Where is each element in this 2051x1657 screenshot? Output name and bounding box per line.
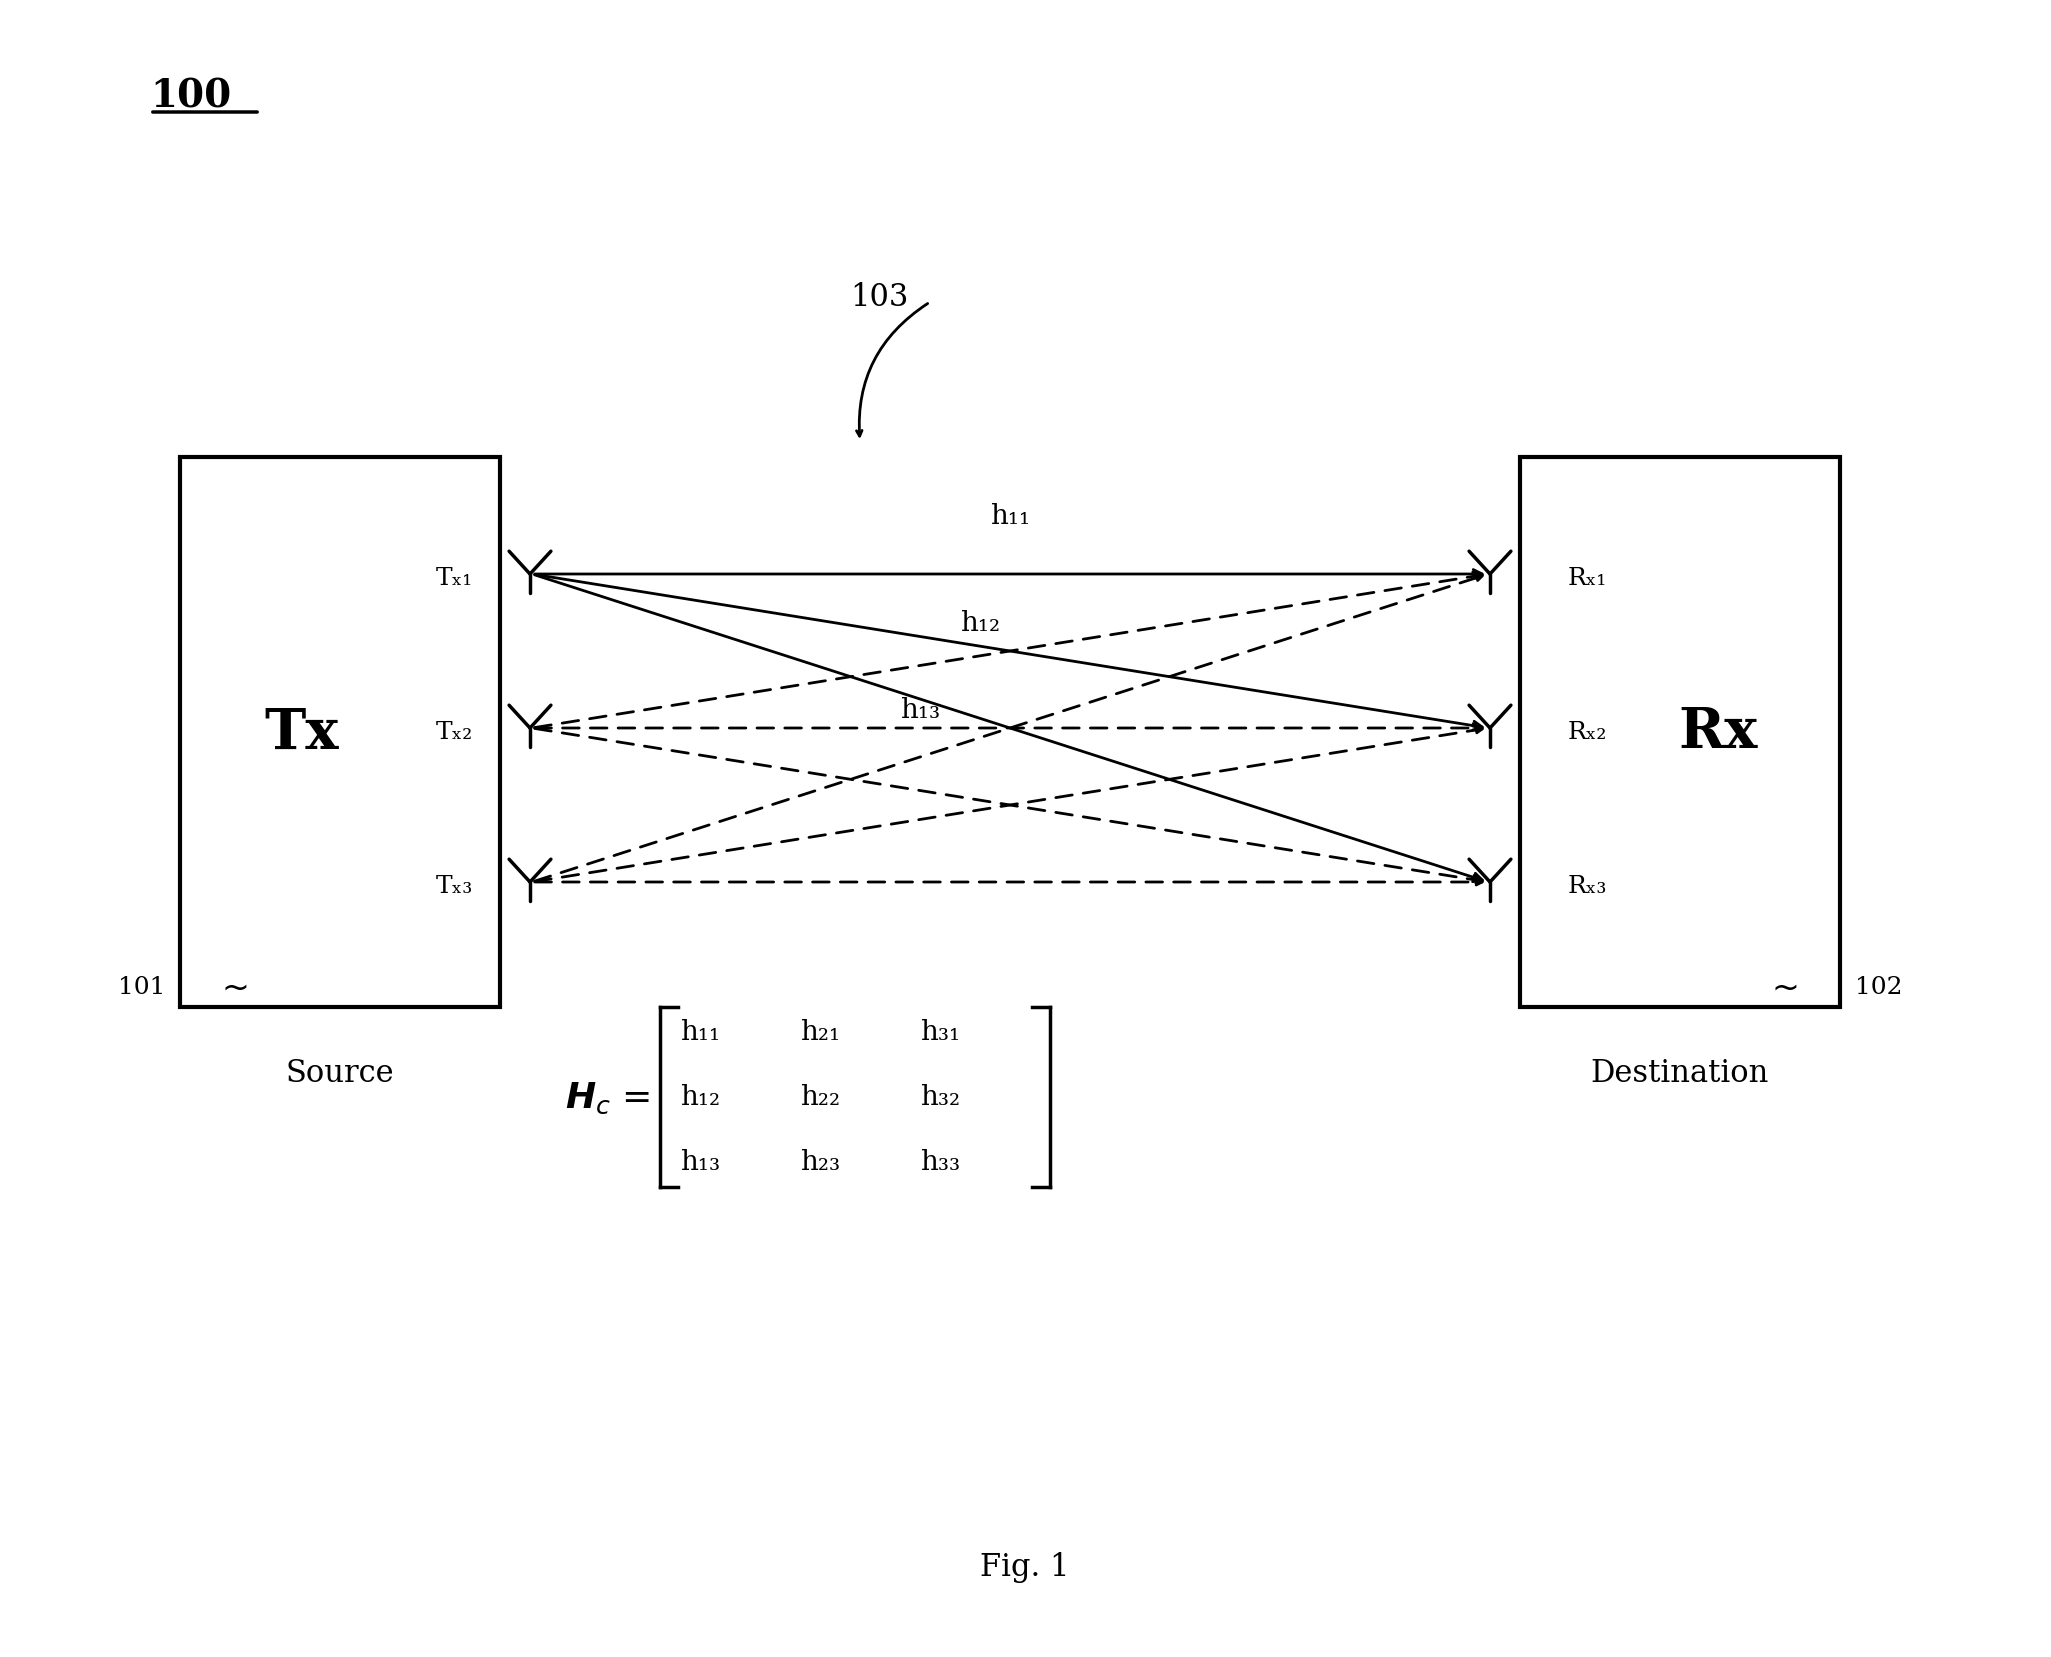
FancyArrowPatch shape bbox=[535, 729, 1483, 885]
FancyBboxPatch shape bbox=[1520, 457, 1840, 1007]
Text: h₁₂: h₁₂ bbox=[681, 1084, 720, 1110]
Text: Fig. 1: Fig. 1 bbox=[980, 1551, 1071, 1582]
Text: Tₓ₃: Tₓ₃ bbox=[437, 875, 474, 898]
Text: Rx: Rx bbox=[1678, 706, 1758, 761]
Text: ~: ~ bbox=[1772, 971, 1799, 1004]
Text: 101: 101 bbox=[117, 976, 164, 999]
FancyArrowPatch shape bbox=[535, 724, 1483, 732]
FancyArrowPatch shape bbox=[535, 878, 1483, 886]
FancyArrowPatch shape bbox=[535, 573, 1483, 727]
Text: Destination: Destination bbox=[1592, 1057, 1770, 1089]
Text: h₁₃: h₁₃ bbox=[900, 696, 939, 724]
Text: ~: ~ bbox=[222, 971, 248, 1004]
FancyArrowPatch shape bbox=[535, 575, 1483, 882]
Text: h₃₂: h₃₂ bbox=[921, 1084, 960, 1110]
Text: h₃₃: h₃₃ bbox=[921, 1148, 960, 1176]
Text: Tₓ₂: Tₓ₂ bbox=[437, 721, 474, 744]
Text: Rₓ₁: Rₓ₁ bbox=[1569, 567, 1608, 590]
Text: Rₓ₃: Rₓ₃ bbox=[1569, 875, 1608, 898]
Text: h₂₂: h₂₂ bbox=[800, 1084, 841, 1110]
FancyBboxPatch shape bbox=[180, 457, 500, 1007]
Text: h₁₂: h₁₂ bbox=[960, 610, 1001, 636]
Text: h₂₁: h₂₁ bbox=[800, 1019, 841, 1046]
FancyArrowPatch shape bbox=[535, 575, 1483, 731]
Text: Tx: Tx bbox=[265, 706, 338, 761]
Text: Source: Source bbox=[285, 1057, 394, 1089]
FancyArrowPatch shape bbox=[535, 575, 1483, 882]
Text: h₃₁: h₃₁ bbox=[921, 1019, 960, 1046]
Text: 100: 100 bbox=[150, 78, 232, 116]
Text: 102: 102 bbox=[1854, 976, 1903, 999]
Text: h₁₃: h₁₃ bbox=[681, 1148, 720, 1176]
FancyArrowPatch shape bbox=[535, 726, 1483, 882]
Text: 103: 103 bbox=[849, 282, 909, 313]
Text: h₂₃: h₂₃ bbox=[800, 1148, 841, 1176]
Text: Rₓ₂: Rₓ₂ bbox=[1569, 721, 1608, 744]
Text: h₁₁: h₁₁ bbox=[681, 1019, 720, 1046]
Text: h₁₁: h₁₁ bbox=[991, 502, 1030, 530]
Text: $\boldsymbol{H}_c$ =: $\boldsymbol{H}_c$ = bbox=[564, 1080, 650, 1115]
FancyArrowPatch shape bbox=[535, 570, 1483, 578]
Text: Tₓ₁: Tₓ₁ bbox=[437, 567, 474, 590]
